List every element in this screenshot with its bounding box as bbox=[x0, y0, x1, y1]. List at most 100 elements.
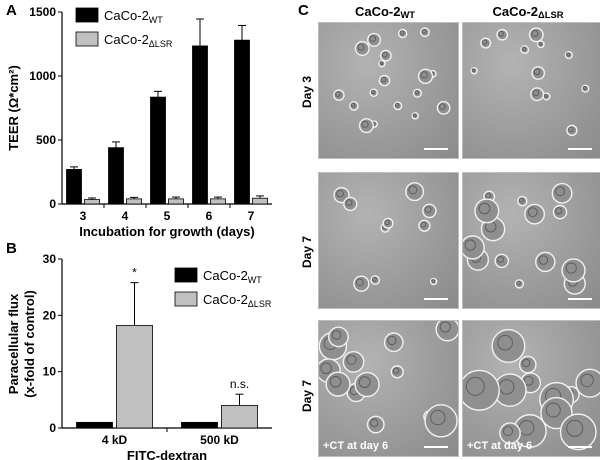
micrograph-image bbox=[333, 182, 438, 292]
cell-spheroid bbox=[343, 196, 358, 212]
panel-letter-b: B bbox=[6, 240, 17, 257]
cell-lumen bbox=[566, 419, 584, 437]
y-tick-label: 500 bbox=[36, 133, 56, 147]
chart-paracellular-flux: 0 10 20 30 4 kD 500 kD * n.s. FITC-dextran CaCo-2… bbox=[6, 252, 272, 460]
cell-spheroid bbox=[552, 204, 568, 220]
cell-lumen bbox=[523, 375, 534, 386]
x-axis-label: Incubation for growth (days) bbox=[79, 224, 255, 239]
cell-lumen bbox=[566, 52, 571, 57]
cell-lumen bbox=[555, 207, 563, 215]
legend-label: CaCo-2WT bbox=[203, 268, 262, 285]
cell-lumen bbox=[543, 93, 548, 98]
cell-lumen bbox=[482, 39, 488, 45]
cell-spheroid bbox=[531, 66, 546, 80]
cell-spheroid bbox=[390, 365, 404, 379]
cell-lumen bbox=[478, 202, 491, 215]
cell-lumen bbox=[369, 418, 379, 428]
y-tick-label: 0 bbox=[49, 197, 56, 211]
legend-swatch bbox=[174, 291, 198, 307]
bar bbox=[168, 198, 184, 205]
bar bbox=[108, 147, 124, 205]
cell-lumen bbox=[430, 409, 446, 426]
x-tick-label: 5 bbox=[164, 209, 171, 223]
cell-lumen bbox=[518, 197, 524, 203]
cell-lumen bbox=[531, 29, 539, 38]
cell-lumen bbox=[527, 207, 538, 218]
micrograph-image bbox=[463, 328, 600, 451]
y-tick-label: 30 bbox=[43, 252, 57, 266]
y-tick-label: 0 bbox=[49, 421, 56, 435]
micrograph-dlsr-day7 bbox=[462, 172, 600, 309]
scale-bar bbox=[568, 148, 592, 150]
bar bbox=[150, 96, 166, 205]
cell-spheroid bbox=[463, 369, 500, 411]
cell-spheroid bbox=[491, 328, 526, 363]
bar bbox=[210, 198, 226, 205]
micro-row-label-day7-ct: Day 7 bbox=[300, 379, 314, 412]
cell-spheroid bbox=[354, 371, 380, 398]
cell-lumen bbox=[336, 189, 344, 198]
micrograph-image bbox=[463, 182, 586, 295]
cell-lumen bbox=[582, 85, 587, 91]
cell-lumen bbox=[381, 51, 388, 58]
micro-col-title-wt: CaCo-2WT bbox=[354, 4, 416, 20]
cell-lumen bbox=[497, 334, 513, 351]
cell-lumen bbox=[521, 46, 527, 52]
cell-spheroid bbox=[518, 355, 537, 374]
scale-bar bbox=[568, 446, 592, 448]
micrograph-note: +CT at day 6 bbox=[323, 440, 389, 452]
cell-spheroid bbox=[474, 198, 500, 224]
micro-row-label-day7: Day 7 bbox=[300, 235, 314, 268]
cell-spheroid bbox=[367, 32, 382, 47]
bar bbox=[192, 45, 208, 205]
cell-lumen bbox=[392, 367, 400, 374]
cell-spheroid bbox=[366, 415, 385, 434]
cell-lumen bbox=[384, 219, 390, 225]
y-axis-label: TEER (Ω*cm²) bbox=[6, 65, 21, 151]
legend-label: CaCo-2ΔLSR bbox=[203, 292, 272, 309]
cell-spheroid bbox=[435, 321, 458, 342]
cell-spheroid bbox=[463, 235, 485, 260]
cell-lumen bbox=[580, 373, 594, 388]
micro-col-title-dlsr: CaCo-2ΔLSR bbox=[492, 4, 564, 20]
significance-label: * bbox=[132, 266, 137, 280]
legend-swatch bbox=[174, 267, 198, 283]
micro-row-label-day3: Day 3 bbox=[300, 75, 314, 108]
cell-lumen bbox=[439, 103, 446, 110]
cell-spheroid bbox=[528, 27, 544, 43]
cell-spheroid bbox=[535, 251, 556, 273]
micrograph-image bbox=[333, 27, 451, 134]
cell-lumen bbox=[387, 335, 397, 346]
cell-spheroid bbox=[436, 100, 451, 115]
micrograph-wt-day7 bbox=[318, 172, 459, 309]
cell-lumen bbox=[320, 362, 332, 375]
cell-spheroid bbox=[494, 253, 510, 269]
scale-bar bbox=[424, 298, 448, 300]
y-tick-label: 1500 bbox=[29, 5, 56, 19]
cell-spheroid bbox=[353, 275, 370, 292]
cell-lumen bbox=[538, 41, 543, 46]
legend-label: CaCo-2WT bbox=[104, 8, 163, 25]
scale-bar bbox=[568, 298, 592, 300]
micrograph-dlsr-day7-ct: +CT at day 6 bbox=[462, 320, 600, 457]
cell-lumen bbox=[331, 330, 342, 340]
cell-lumen bbox=[439, 321, 451, 333]
x-tick-label: 500 kD bbox=[200, 433, 239, 447]
cell-lumen bbox=[555, 186, 566, 197]
y-axis-label: (x-fold of control) bbox=[22, 290, 37, 398]
cell-lumen bbox=[485, 192, 492, 199]
cell-lumen bbox=[346, 354, 357, 365]
cell-lumen bbox=[471, 68, 476, 73]
cell-lumen bbox=[369, 35, 377, 42]
cell-lumen bbox=[424, 206, 432, 214]
significance-label: n.s. bbox=[230, 377, 249, 391]
cell-lumen bbox=[329, 375, 342, 388]
cell-lumen bbox=[380, 76, 387, 83]
cell-spheroid bbox=[499, 422, 521, 444]
y-tick-label: 10 bbox=[43, 365, 57, 379]
cell-lumen bbox=[372, 276, 377, 282]
x-tick-label: 3 bbox=[80, 209, 87, 223]
cell-spheroid bbox=[328, 326, 349, 348]
cell-spheroid bbox=[524, 203, 546, 225]
cell-lumen bbox=[399, 30, 405, 36]
